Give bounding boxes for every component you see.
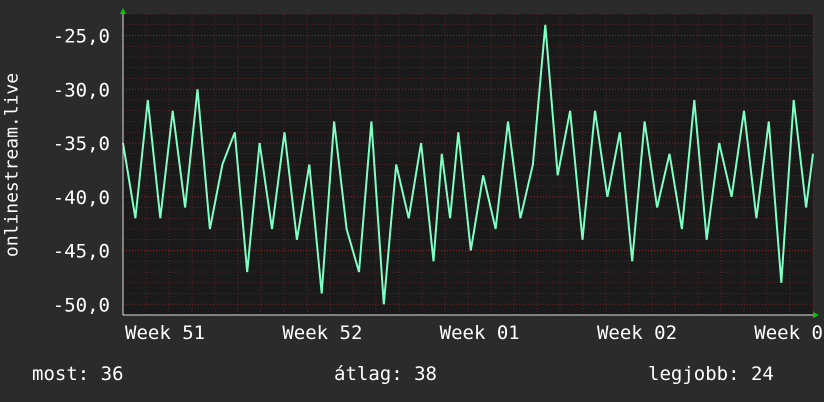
stats-bar: most: 36 átlag: 38 legjobb: 24 [0,363,824,389]
average-value: átlag: 38 [334,363,437,385]
y-tick-label: -40,0 [53,187,110,209]
series-line [122,24,814,305]
y-tick-label: -25,0 [53,26,110,48]
x-axis-arrow-icon [813,312,819,318]
x-axis-ticks: Week 51 Week 52 Week 01 Week 02 Week 0 [125,322,823,344]
best-value: legjobb: 24 [648,363,774,385]
x-tick-label: Week 52 [282,322,362,344]
x-tick-label: Week 01 [440,322,520,344]
x-tick-label: Week 0 [754,322,823,344]
y-tick-label: -30,0 [53,79,110,101]
y-tick-label: -50,0 [53,294,110,316]
y-axis-label: onlinestream.live [1,72,23,258]
current-value: most: 36 [32,363,124,385]
x-tick-label: Week 02 [597,322,677,344]
y-tick-label: -45,0 [53,241,110,263]
y-tick-label: -35,0 [53,133,110,155]
y-axis-arrow-icon [120,8,126,14]
x-tick-label: Week 51 [125,322,205,344]
y-axis-ticks: -25,0 -30,0 -35,0 -40,0 -45,0 -50,0 [53,26,110,317]
